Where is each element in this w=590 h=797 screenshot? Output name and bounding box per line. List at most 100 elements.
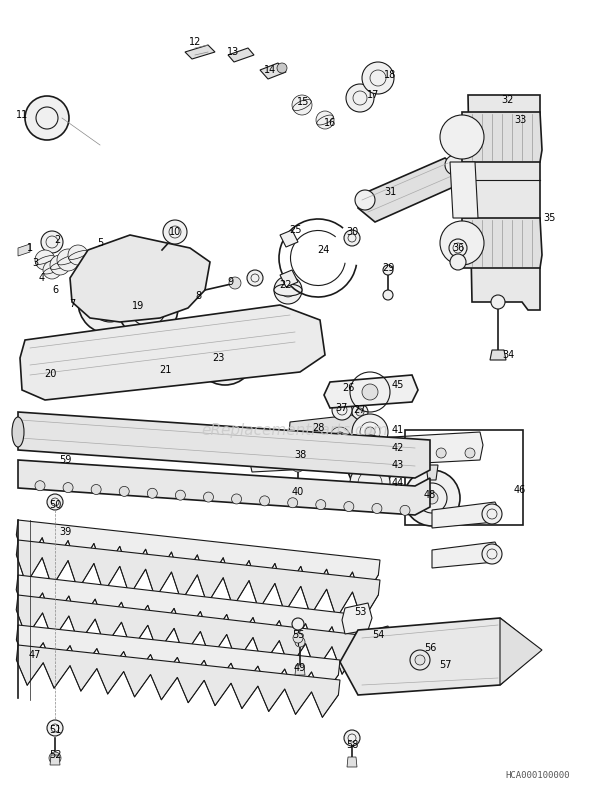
Text: 46: 46 [514,485,526,495]
Circle shape [49,752,61,764]
Polygon shape [17,520,380,601]
Circle shape [195,325,255,385]
Circle shape [449,239,467,257]
Circle shape [445,155,465,175]
Circle shape [163,220,187,244]
Text: 30: 30 [346,227,358,237]
Circle shape [277,63,287,73]
Text: 18: 18 [384,70,396,80]
Text: 34: 34 [502,350,514,360]
Circle shape [482,504,502,524]
Circle shape [35,250,55,270]
Circle shape [362,384,378,400]
Circle shape [231,494,241,504]
Circle shape [91,485,101,494]
Circle shape [383,465,389,471]
Circle shape [465,448,475,458]
Text: 13: 13 [227,47,239,57]
Polygon shape [280,230,298,247]
Circle shape [321,448,331,458]
Circle shape [400,505,410,516]
Polygon shape [249,432,483,472]
Text: 53: 53 [354,607,366,617]
Polygon shape [342,603,372,634]
Text: 44: 44 [392,478,404,488]
Circle shape [293,633,303,643]
Circle shape [119,486,129,497]
Circle shape [63,483,73,493]
Circle shape [344,230,360,246]
Text: 33: 33 [514,115,526,125]
Text: 2: 2 [54,235,60,245]
Circle shape [378,477,384,482]
Circle shape [292,618,304,630]
Circle shape [344,501,354,512]
Ellipse shape [12,417,24,447]
Circle shape [43,261,61,279]
Circle shape [141,301,155,315]
Circle shape [175,490,185,501]
Polygon shape [292,496,304,506]
Circle shape [383,265,393,275]
Circle shape [316,500,326,509]
Polygon shape [185,45,215,59]
Circle shape [102,294,118,310]
Polygon shape [18,460,430,515]
Polygon shape [462,112,542,162]
Circle shape [47,494,63,510]
Circle shape [367,481,373,487]
Text: 8: 8 [195,291,201,301]
Polygon shape [432,502,500,528]
Text: 4: 4 [39,273,45,283]
Text: 5: 5 [97,238,103,248]
Circle shape [352,404,368,420]
Polygon shape [70,235,210,322]
Text: 36: 36 [452,243,464,253]
Text: 10: 10 [169,227,181,237]
Circle shape [229,277,241,289]
Text: 52: 52 [49,750,61,760]
Circle shape [450,254,466,270]
Text: 25: 25 [289,225,301,235]
Text: 22: 22 [278,280,291,290]
Circle shape [348,446,392,490]
Circle shape [356,477,362,482]
Circle shape [247,270,263,286]
Circle shape [292,460,304,472]
Circle shape [295,637,305,647]
Circle shape [25,96,69,140]
Text: 26: 26 [342,383,354,393]
Text: 9: 9 [227,277,233,287]
Circle shape [362,62,394,94]
Text: 28: 28 [312,423,324,433]
Polygon shape [340,618,540,695]
Circle shape [355,190,375,210]
Polygon shape [228,48,254,62]
Text: 43: 43 [392,460,404,470]
Ellipse shape [274,284,302,296]
Polygon shape [17,595,360,674]
Circle shape [47,720,63,736]
Circle shape [118,278,178,338]
Text: 40: 40 [292,487,304,497]
Text: 32: 32 [502,95,514,105]
Polygon shape [18,412,430,478]
Circle shape [344,730,360,746]
Text: 56: 56 [424,643,436,653]
Circle shape [68,245,88,265]
Circle shape [41,231,63,253]
Text: 17: 17 [367,90,379,100]
Circle shape [378,453,384,460]
Polygon shape [426,465,438,480]
Text: HCA000100000: HCA000100000 [506,771,570,780]
Polygon shape [324,375,418,408]
Text: 49: 49 [294,663,306,673]
Circle shape [440,221,484,265]
Text: 54: 54 [372,630,384,640]
Polygon shape [295,665,305,675]
Circle shape [78,270,142,334]
Text: 12: 12 [189,37,201,47]
Circle shape [50,255,70,275]
Circle shape [372,504,382,513]
Polygon shape [358,626,392,658]
